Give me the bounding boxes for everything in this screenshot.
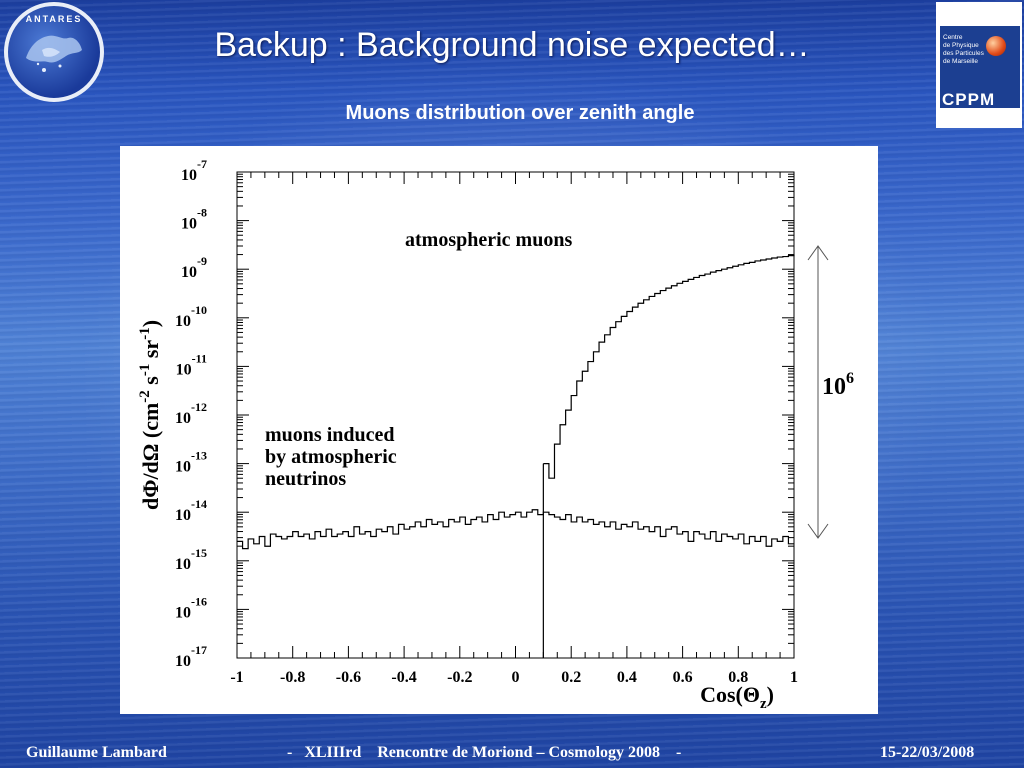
x-axis-label-close: )	[767, 682, 774, 707]
y-axis-ticks: 10-7 10-8 10-9 10-10 10-11 10-12 10-13 10-14 10-…	[175, 157, 794, 670]
label-atmospheric-muons: atmospheric muons	[405, 229, 572, 251]
ratio-arrow-top-head	[807, 245, 829, 261]
y-axis-label-close: )	[138, 320, 163, 327]
y-tick-label-10: 10-17	[175, 643, 207, 670]
antares-logo-graphic: ANTARES	[26, 14, 83, 72]
y-tick-label-2: 10-9	[181, 254, 207, 281]
y-axis-label-part2: s	[138, 376, 163, 391]
cppm-logo: Centre de Physique des Particules de Mar…	[936, 2, 1022, 128]
y-axis-label-exp2: -1	[137, 364, 153, 377]
x-tick-label-9: 0.8	[728, 669, 748, 686]
label-neutrino-line-1: muons induced	[265, 424, 395, 446]
series-group	[237, 254, 795, 658]
antares-logo-text: ANTARES	[26, 14, 83, 24]
y-tick-label-0: 10-7	[181, 157, 207, 184]
x-tick-label-5: 0	[512, 669, 520, 686]
y-tick-label-6: 10-13	[175, 449, 207, 476]
ratio-arrow-bottom-head	[807, 523, 829, 539]
ratio-base: 10	[822, 374, 846, 400]
footer-dates: 15-22/03/2008	[880, 744, 975, 761]
footer-author: Guillaume Lambard	[26, 744, 167, 761]
y-tick-label-4: 10-11	[176, 351, 207, 378]
x-tick-label-7: 0.4	[617, 669, 637, 686]
label-neutrino-line-3: neutrinos	[265, 468, 346, 490]
x-tick-label-3: -0.4	[391, 669, 416, 686]
y-axis-label-part1: dΦ/dΩ (cm	[138, 403, 163, 510]
cppm-line-2: de Physique	[943, 42, 979, 49]
y-axis-label-exp1: -2	[137, 390, 153, 403]
cppm-line-1: Centre	[943, 34, 963, 41]
series-1-line	[237, 509, 794, 550]
cppm-line-4: de Marseille	[943, 58, 979, 65]
y-axis-label-part3: sr	[138, 340, 163, 364]
x-tick-label-2: -0.6	[336, 669, 361, 686]
y-tick-label-7: 10-14	[175, 497, 207, 524]
x-tick-label-6: 0.2	[561, 669, 581, 686]
x-axis-ticks: -1 -0.8 -0.6 -0.4 -0.2 0 0.2 0.4 0.6 0.8 1	[230, 172, 798, 686]
cppm-logo-panel	[940, 26, 1020, 108]
y-tick-label-5: 10-12	[175, 400, 207, 427]
y-tick-label-9: 10-16	[175, 594, 207, 621]
ratio-label: 106	[822, 370, 854, 400]
chart-panel: 10-7 10-8 10-9 10-10 10-11 10-12 10-13 10-14 10-…	[120, 146, 878, 714]
ratio-exp: 6	[846, 370, 854, 387]
x-axis-label: Cos(Θz)	[700, 682, 774, 712]
x-tick-label-10: 1	[790, 669, 798, 686]
cppm-logo-dot	[986, 36, 1006, 56]
footer-event: - XLIIIrd Rencontre de Moriond – Cosmolo…	[287, 744, 682, 761]
muon-distribution-chart: 10-710-810-910-1010-1110-1210-1310-1410-…	[137, 157, 854, 712]
y-axis-label: dΦ/dΩ (cm-2 s-1 sr-1)	[137, 320, 163, 510]
x-tick-label-8: 0.6	[673, 669, 693, 686]
y-axis-label-exp3: -1	[137, 327, 153, 340]
y-tick-label-8: 10-15	[175, 546, 207, 573]
slide-title: Backup : Background noise expected…	[214, 26, 810, 64]
x-tick-label-0: -1	[230, 669, 243, 686]
cppm-logo-lines: Centre de Physique des Particules de Mar…	[943, 34, 991, 66]
footer: Guillaume Lambard - XLIIIrd Rencontre de…	[0, 744, 1024, 768]
x-tick-label-1: -0.8	[280, 669, 305, 686]
slide-subtitle: Muons distribution over zenith angle	[345, 102, 695, 124]
label-neutrino-line-2: by atmospheric	[265, 446, 397, 468]
x-axis-label-sub: z	[760, 696, 767, 712]
series-0-line	[543, 254, 795, 479]
x-axis-label-part1: Cos(Θ	[700, 682, 760, 707]
antares-logo: ANTARES	[4, 2, 104, 102]
cppm-line-3: des Particules	[943, 50, 984, 57]
cppm-brand: CPPM	[942, 90, 996, 109]
y-tick-label-3: 10-10	[175, 303, 207, 330]
y-tick-label-1: 10-8	[181, 206, 207, 233]
x-tick-label-4: -0.2	[447, 669, 472, 686]
